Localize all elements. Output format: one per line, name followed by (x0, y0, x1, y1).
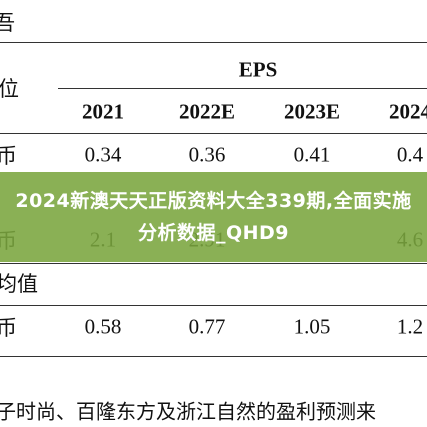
group-header: EPS (238, 57, 278, 82)
cell: 0.58 (84, 314, 122, 339)
column-header: 2021 (82, 99, 124, 124)
rule (0, 305, 427, 306)
partial-header: 吾 (0, 11, 15, 35)
column-header: 2023E (283, 99, 341, 124)
rule (0, 42, 427, 43)
cell: 0.4 (396, 142, 424, 167)
row-label: 币 (0, 316, 17, 340)
cell: 1.05 (293, 314, 331, 339)
unit-label: 位 (0, 77, 19, 101)
rule (0, 356, 427, 357)
banner-text: 2024新澳天天正版资料大全339期,全面实施分析数据_QHD9 (15, 190, 412, 244)
column-header: 2024 (389, 99, 427, 124)
section-label: 均值 (0, 272, 38, 296)
banner: 2024新澳天天正版资料大全339期,全面实施分析数据_QHD9 (0, 172, 427, 262)
footnote: 子时尚、百隆东方及浙江自然的盈利预测来 (0, 401, 376, 424)
rule (0, 133, 427, 134)
rule (58, 88, 427, 89)
cell: 0.41 (293, 142, 331, 167)
cell: 0.34 (84, 142, 122, 167)
row-label: 币 (0, 144, 17, 168)
cell: 0.77 (188, 314, 226, 339)
cell: 0.36 (188, 142, 226, 167)
rule (0, 263, 427, 264)
column-header: 2022E (178, 99, 236, 124)
cell: 1.2 (396, 314, 424, 339)
